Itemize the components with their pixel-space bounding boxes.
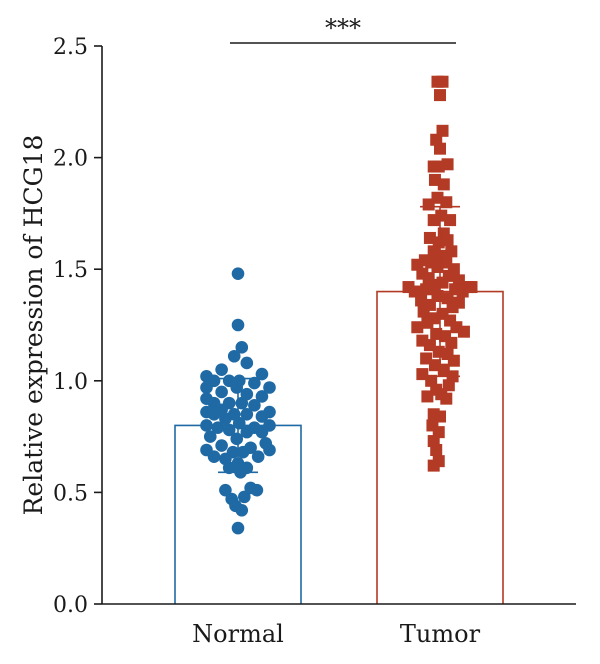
y-tick-label: 1.5 xyxy=(53,258,88,283)
point-normal xyxy=(250,483,264,497)
point-tumor xyxy=(456,285,469,298)
point-tumor xyxy=(436,75,449,88)
y-axis-label: Relative expression of HCG18 xyxy=(19,135,48,516)
point-normal xyxy=(222,461,236,475)
point-normal xyxy=(248,376,261,390)
point-tumor xyxy=(436,249,449,262)
point-normal xyxy=(231,521,245,535)
point-normal xyxy=(227,349,241,363)
point-normal xyxy=(219,483,232,497)
point-normal xyxy=(211,421,225,434)
x-tick-label-normal: Normal xyxy=(192,620,284,648)
y-tick-label: 1.0 xyxy=(53,370,88,395)
significance-label: *** xyxy=(325,14,361,42)
point-normal xyxy=(240,425,254,439)
point-tumor xyxy=(441,158,454,171)
point-normal xyxy=(235,503,249,517)
point-tumor xyxy=(417,305,430,318)
point-tumor xyxy=(447,354,460,367)
point-normal xyxy=(231,318,245,332)
point-normal xyxy=(215,385,228,399)
point-normal xyxy=(207,450,221,463)
x-tick-labels: Normal Tumor xyxy=(192,620,480,648)
point-tumor xyxy=(446,301,459,314)
point-normal xyxy=(231,267,245,280)
point-tumor xyxy=(434,89,446,102)
point-normal xyxy=(235,341,249,354)
y-ticks: 0.0 0.5 1.0 1.5 2.0 2.5 xyxy=(53,35,102,618)
point-tumor xyxy=(427,214,440,227)
point-tumor xyxy=(445,336,458,349)
point-tumor xyxy=(434,142,446,155)
error-bars xyxy=(218,205,460,474)
point-tumor xyxy=(457,325,470,338)
point-normal xyxy=(230,381,244,394)
point-normal xyxy=(203,430,217,443)
point-normal xyxy=(263,443,276,457)
y-tick-label: 2.0 xyxy=(53,147,88,172)
point-tumor xyxy=(440,392,453,405)
point-tumor xyxy=(411,321,424,334)
point-normal xyxy=(255,390,269,403)
point-tumor xyxy=(422,198,435,211)
point-normal xyxy=(240,407,254,421)
point-normal xyxy=(251,450,265,463)
y-tick-label: 0.0 xyxy=(53,593,88,618)
point-tumor xyxy=(421,316,434,329)
y-tick-label: 0.5 xyxy=(53,481,88,506)
point-tumor xyxy=(437,178,450,191)
point-tumor xyxy=(420,283,433,296)
point-normal xyxy=(240,356,254,370)
point-normal xyxy=(236,445,250,459)
point-normal xyxy=(207,407,221,421)
point-normal xyxy=(222,423,236,437)
point-normal xyxy=(215,363,228,376)
point-tumor xyxy=(430,443,443,456)
point-normal xyxy=(248,399,261,412)
point-tumor xyxy=(444,214,457,227)
point-tumor xyxy=(421,390,434,403)
point-tumor xyxy=(440,196,453,209)
point-normal xyxy=(255,367,269,381)
y-tick-label: 2.5 xyxy=(53,35,88,60)
axes xyxy=(101,46,576,605)
point-normal xyxy=(238,490,251,504)
point-normal xyxy=(219,412,232,426)
point-normal xyxy=(200,381,213,394)
point-tumor xyxy=(432,455,445,468)
data-points xyxy=(200,75,478,535)
point-tumor xyxy=(431,260,444,273)
point-normal xyxy=(215,439,228,452)
x-tick-label-tumor: Tumor xyxy=(400,620,481,648)
point-normal xyxy=(263,381,276,394)
point-normal xyxy=(230,432,244,446)
point-normal xyxy=(255,425,269,439)
point-normal xyxy=(200,419,213,432)
point-normal xyxy=(255,410,269,423)
point-normal xyxy=(232,416,246,430)
